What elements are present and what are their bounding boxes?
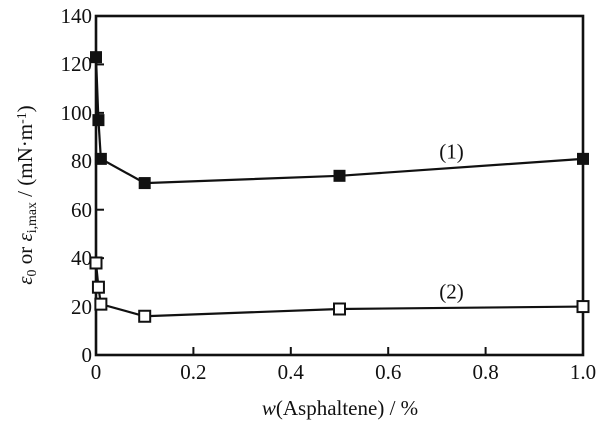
x-tick-label: 0.4 xyxy=(277,360,304,384)
series-1-line xyxy=(94,57,584,185)
y-axis-title-part: -1 xyxy=(13,112,29,124)
series-2-marker xyxy=(94,297,108,311)
series-2-marker xyxy=(333,302,346,316)
y-tick-label: 40 xyxy=(71,246,92,271)
x-axis-title-part: w xyxy=(261,396,276,420)
series-1-marker xyxy=(333,169,346,182)
y-tick-label: 0 xyxy=(81,343,93,367)
series-2-annotation: (2) xyxy=(439,279,464,304)
x-axis-title-part: (Asphaltene) / % xyxy=(275,396,419,420)
y-axis-title-part: 0 xyxy=(24,269,40,277)
y-tick-label: 140 xyxy=(60,4,93,28)
series-2-marker xyxy=(89,256,103,270)
y-tick-label: 100 xyxy=(60,100,93,125)
series-1-annotation: (1) xyxy=(439,139,464,164)
y-axis-title-part: ε xyxy=(13,233,38,242)
series-1-marker xyxy=(138,177,151,190)
series-2-marker xyxy=(138,309,152,323)
series-1-marker xyxy=(577,152,589,165)
series-2-marker xyxy=(576,300,590,314)
plot-border xyxy=(94,14,585,357)
y-tick-label: 60 xyxy=(71,197,92,222)
x-tick-label: 1.0 xyxy=(569,360,597,384)
x-tick-label: 0.2 xyxy=(180,360,207,384)
y-tick-label: 80 xyxy=(71,149,92,174)
x-tick-label: 0.8 xyxy=(472,360,499,384)
x-tick-label: 0.6 xyxy=(375,360,402,384)
y-tick-label: 120 xyxy=(60,52,93,77)
series-1-marker xyxy=(90,51,102,64)
y-axis-title-part: ε xyxy=(13,276,38,285)
x-axis-title: w(Asphaltene) / % xyxy=(190,396,490,420)
series-1-marker xyxy=(94,152,107,165)
y-tick-label: 20 xyxy=(71,294,92,319)
x-tick-label: 0 xyxy=(90,360,102,384)
series-2-marker xyxy=(91,280,105,294)
series-1-marker xyxy=(92,114,105,127)
